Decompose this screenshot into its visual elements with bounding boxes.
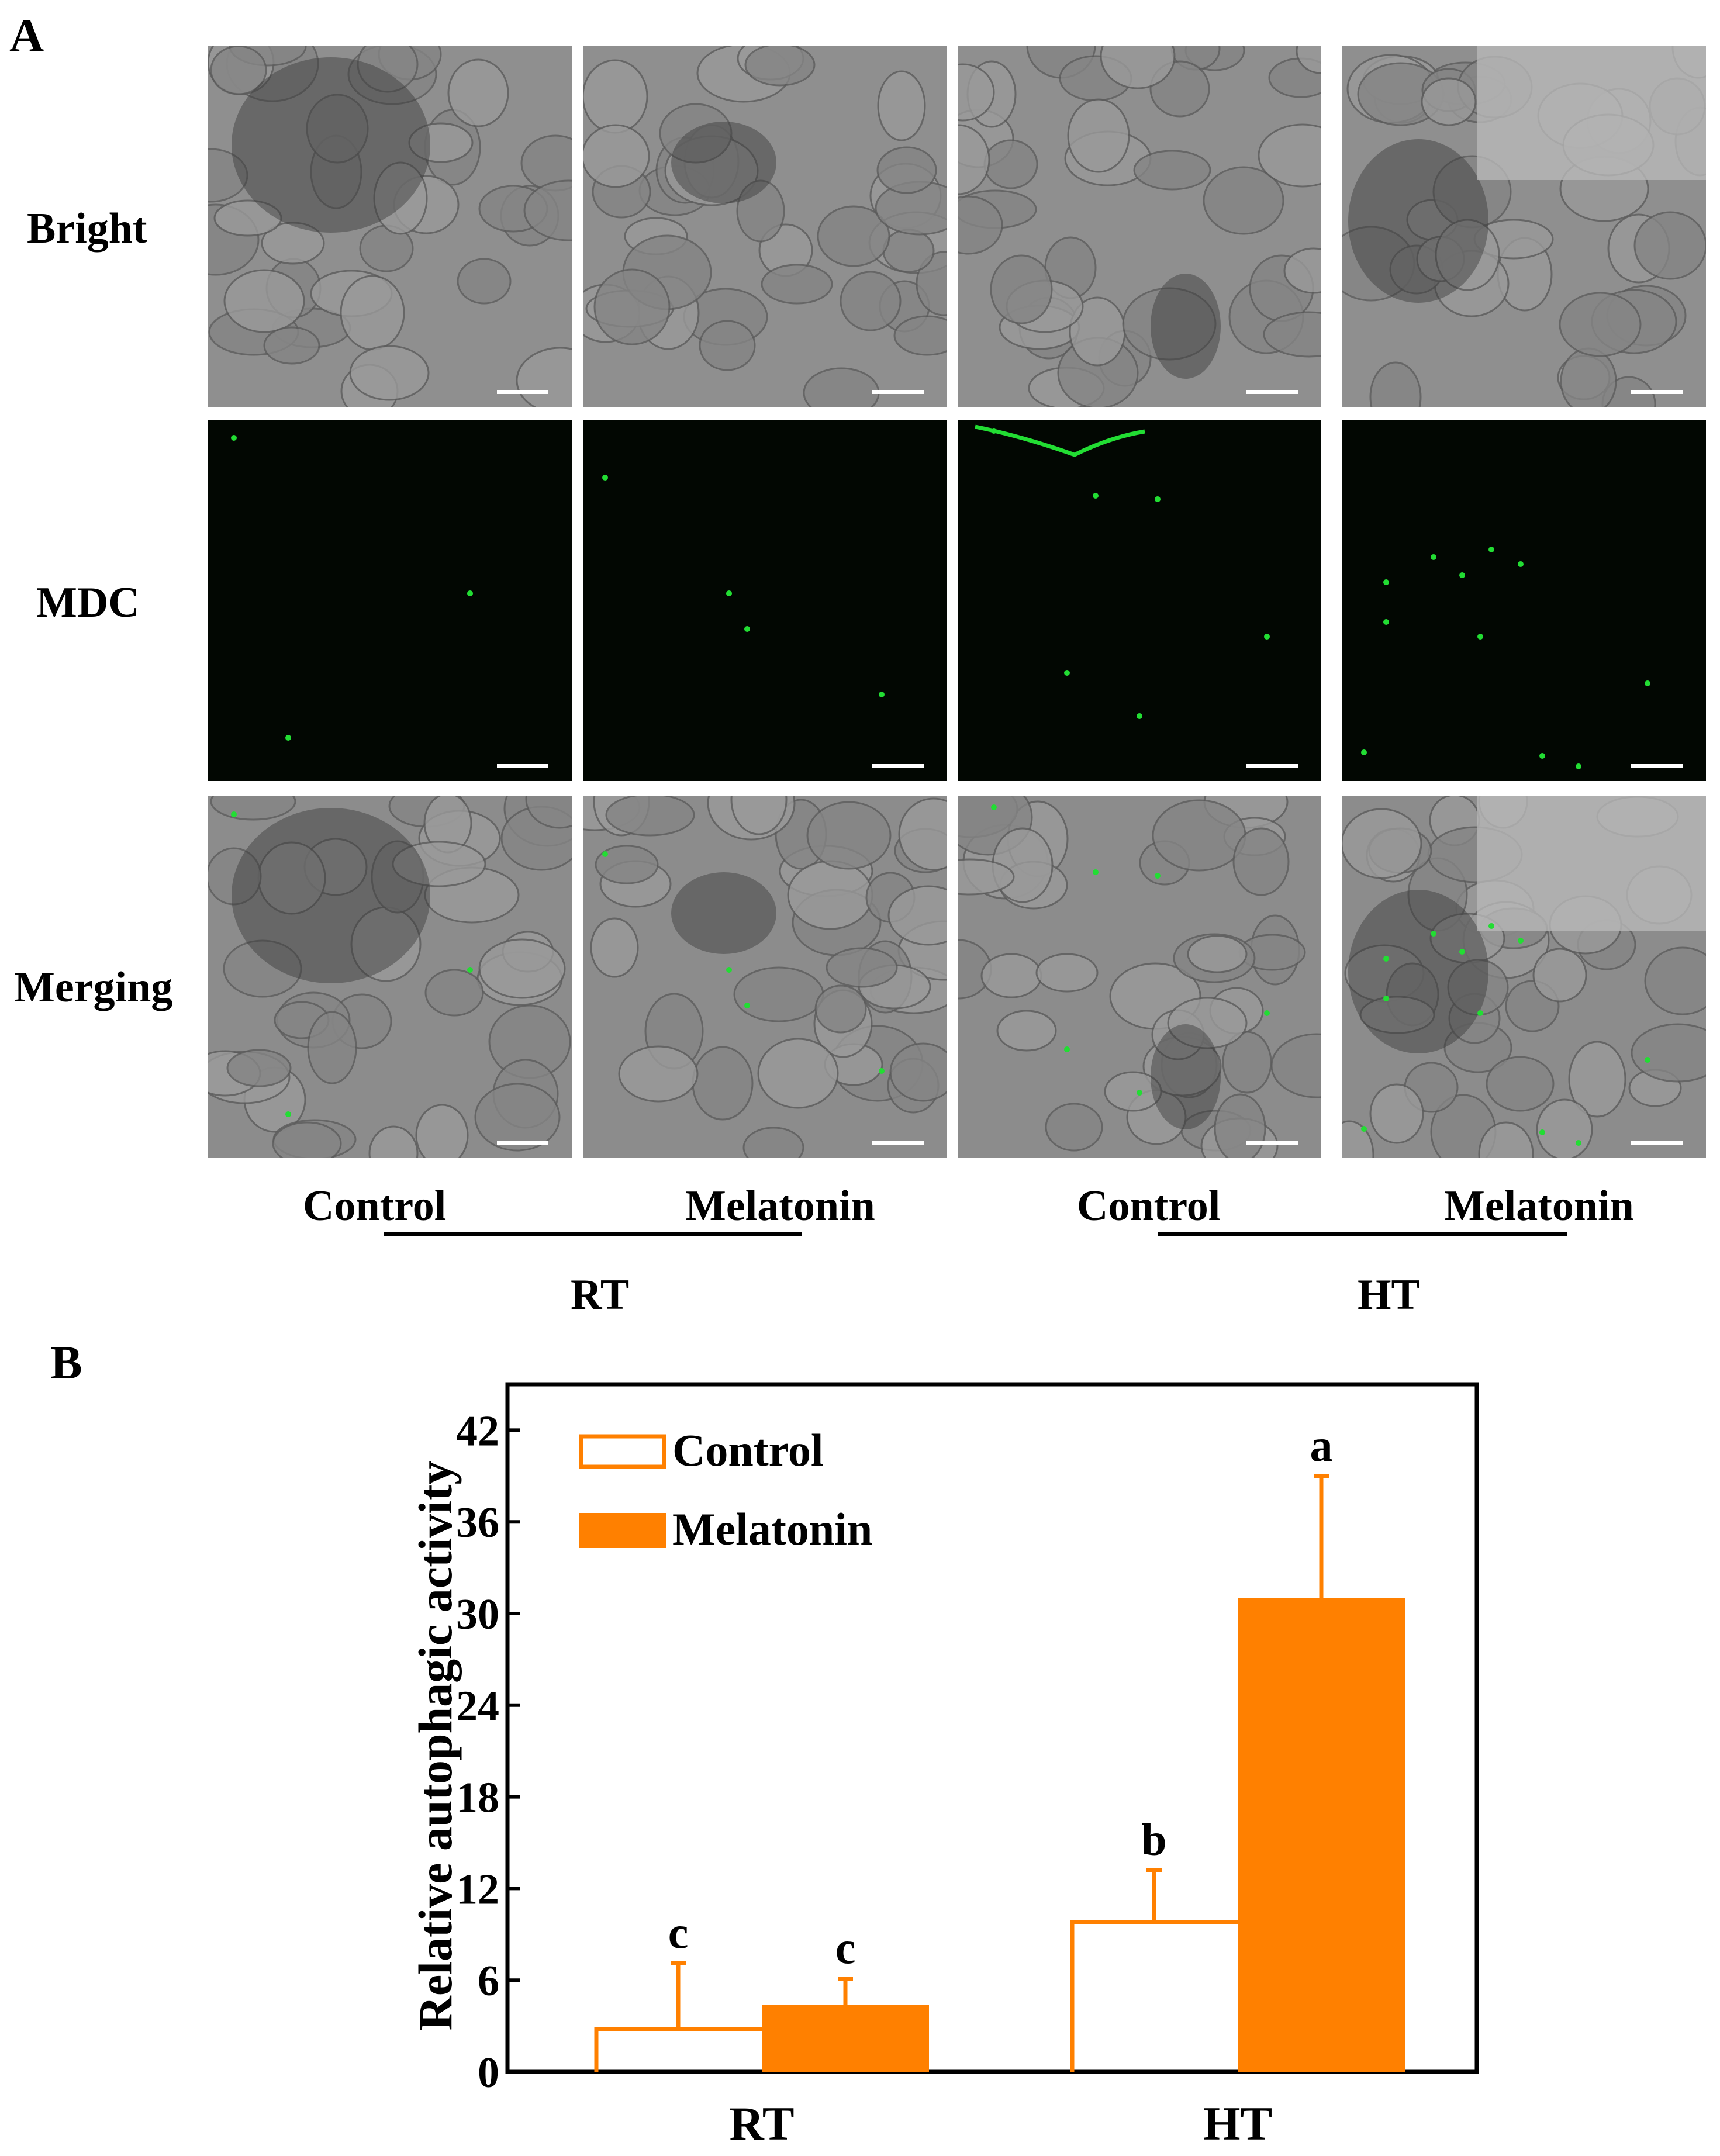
scale-bar — [497, 390, 548, 394]
micrograph-merge-1 — [208, 796, 572, 1158]
y-tick-label: 36 — [456, 1499, 499, 1547]
panel-b-letter: B — [50, 1336, 82, 1389]
scale-bar — [872, 1141, 924, 1145]
micrograph-bright-1 — [208, 46, 572, 407]
rt-group-bracket — [384, 1232, 802, 1236]
significance-letter: a — [1310, 1420, 1333, 1471]
row-label-merging: Merging — [14, 963, 173, 1011]
micrograph-bright-3 — [958, 46, 1321, 407]
panel-a-letter: A — [9, 9, 44, 62]
ht-group-bracket — [1158, 1232, 1567, 1236]
row-label-bright: Bright — [27, 205, 147, 253]
y-tick-label: 30 — [456, 1591, 499, 1639]
scale-bar — [497, 764, 548, 768]
scale-bar — [872, 764, 924, 768]
scale-bar — [1246, 1141, 1298, 1145]
scale-bar — [1246, 390, 1298, 394]
x-tick-label: HT — [1203, 2097, 1272, 2150]
micrograph-merge-3 — [958, 796, 1321, 1158]
legend-label: Control — [672, 1425, 824, 1476]
significance-letter: b — [1141, 1814, 1166, 1865]
bar-melatonin-rt — [762, 2005, 929, 2072]
legend-swatch-control — [579, 1434, 666, 1469]
group-label-ht: HT — [1358, 1271, 1420, 1319]
y-tick-label: 42 — [456, 1407, 499, 1455]
group-label-rt: RT — [571, 1271, 630, 1319]
column-label-rt-melatonin: Melatonin — [685, 1182, 875, 1230]
bar-control-ht — [1070, 1920, 1238, 2072]
scale-bar — [1246, 764, 1298, 768]
micrograph-bright-2 — [583, 46, 947, 407]
scale-bar — [497, 1141, 548, 1145]
legend-label: Melatonin — [672, 1504, 872, 1554]
y-tick-label: 18 — [456, 1774, 499, 1822]
column-label-ht-control: Control — [1077, 1182, 1221, 1230]
micrograph-mdc-1 — [208, 420, 572, 781]
micrograph-mdc-4 — [1342, 420, 1706, 781]
plot-frame — [505, 1382, 1479, 2074]
significance-letter: c — [835, 1923, 856, 1974]
row-label-mdc: MDC — [36, 579, 140, 627]
column-label-ht-melatonin: Melatonin — [1444, 1182, 1634, 1230]
y-tick-label: 12 — [456, 1865, 499, 1913]
scale-bar — [1631, 390, 1683, 394]
scale-bar — [1631, 1141, 1683, 1145]
micrograph-bright-4 — [1342, 46, 1706, 407]
micrograph-mdc-2 — [583, 420, 947, 781]
micrograph-merge-4 — [1342, 796, 1706, 1158]
bar-control-rt — [594, 2027, 762, 2072]
y-tick-label: 0 — [478, 2049, 499, 2097]
y-tick-label: 24 — [456, 1682, 499, 1730]
y-axis-title: Relative autophagic activity — [409, 1461, 462, 2031]
micrograph-merge-2 — [583, 796, 947, 1158]
significance-letter: c — [668, 1907, 689, 1958]
legend-swatch-melatonin — [579, 1513, 666, 1548]
scale-bar — [1631, 764, 1683, 768]
micrograph-mdc-3 — [958, 420, 1321, 781]
bar-melatonin-ht — [1238, 1598, 1405, 2072]
column-label-rt-control: Control — [303, 1182, 447, 1230]
scale-bar — [872, 390, 924, 394]
y-tick-label: 6 — [478, 1957, 499, 2005]
x-tick-label: RT — [729, 2097, 794, 2150]
